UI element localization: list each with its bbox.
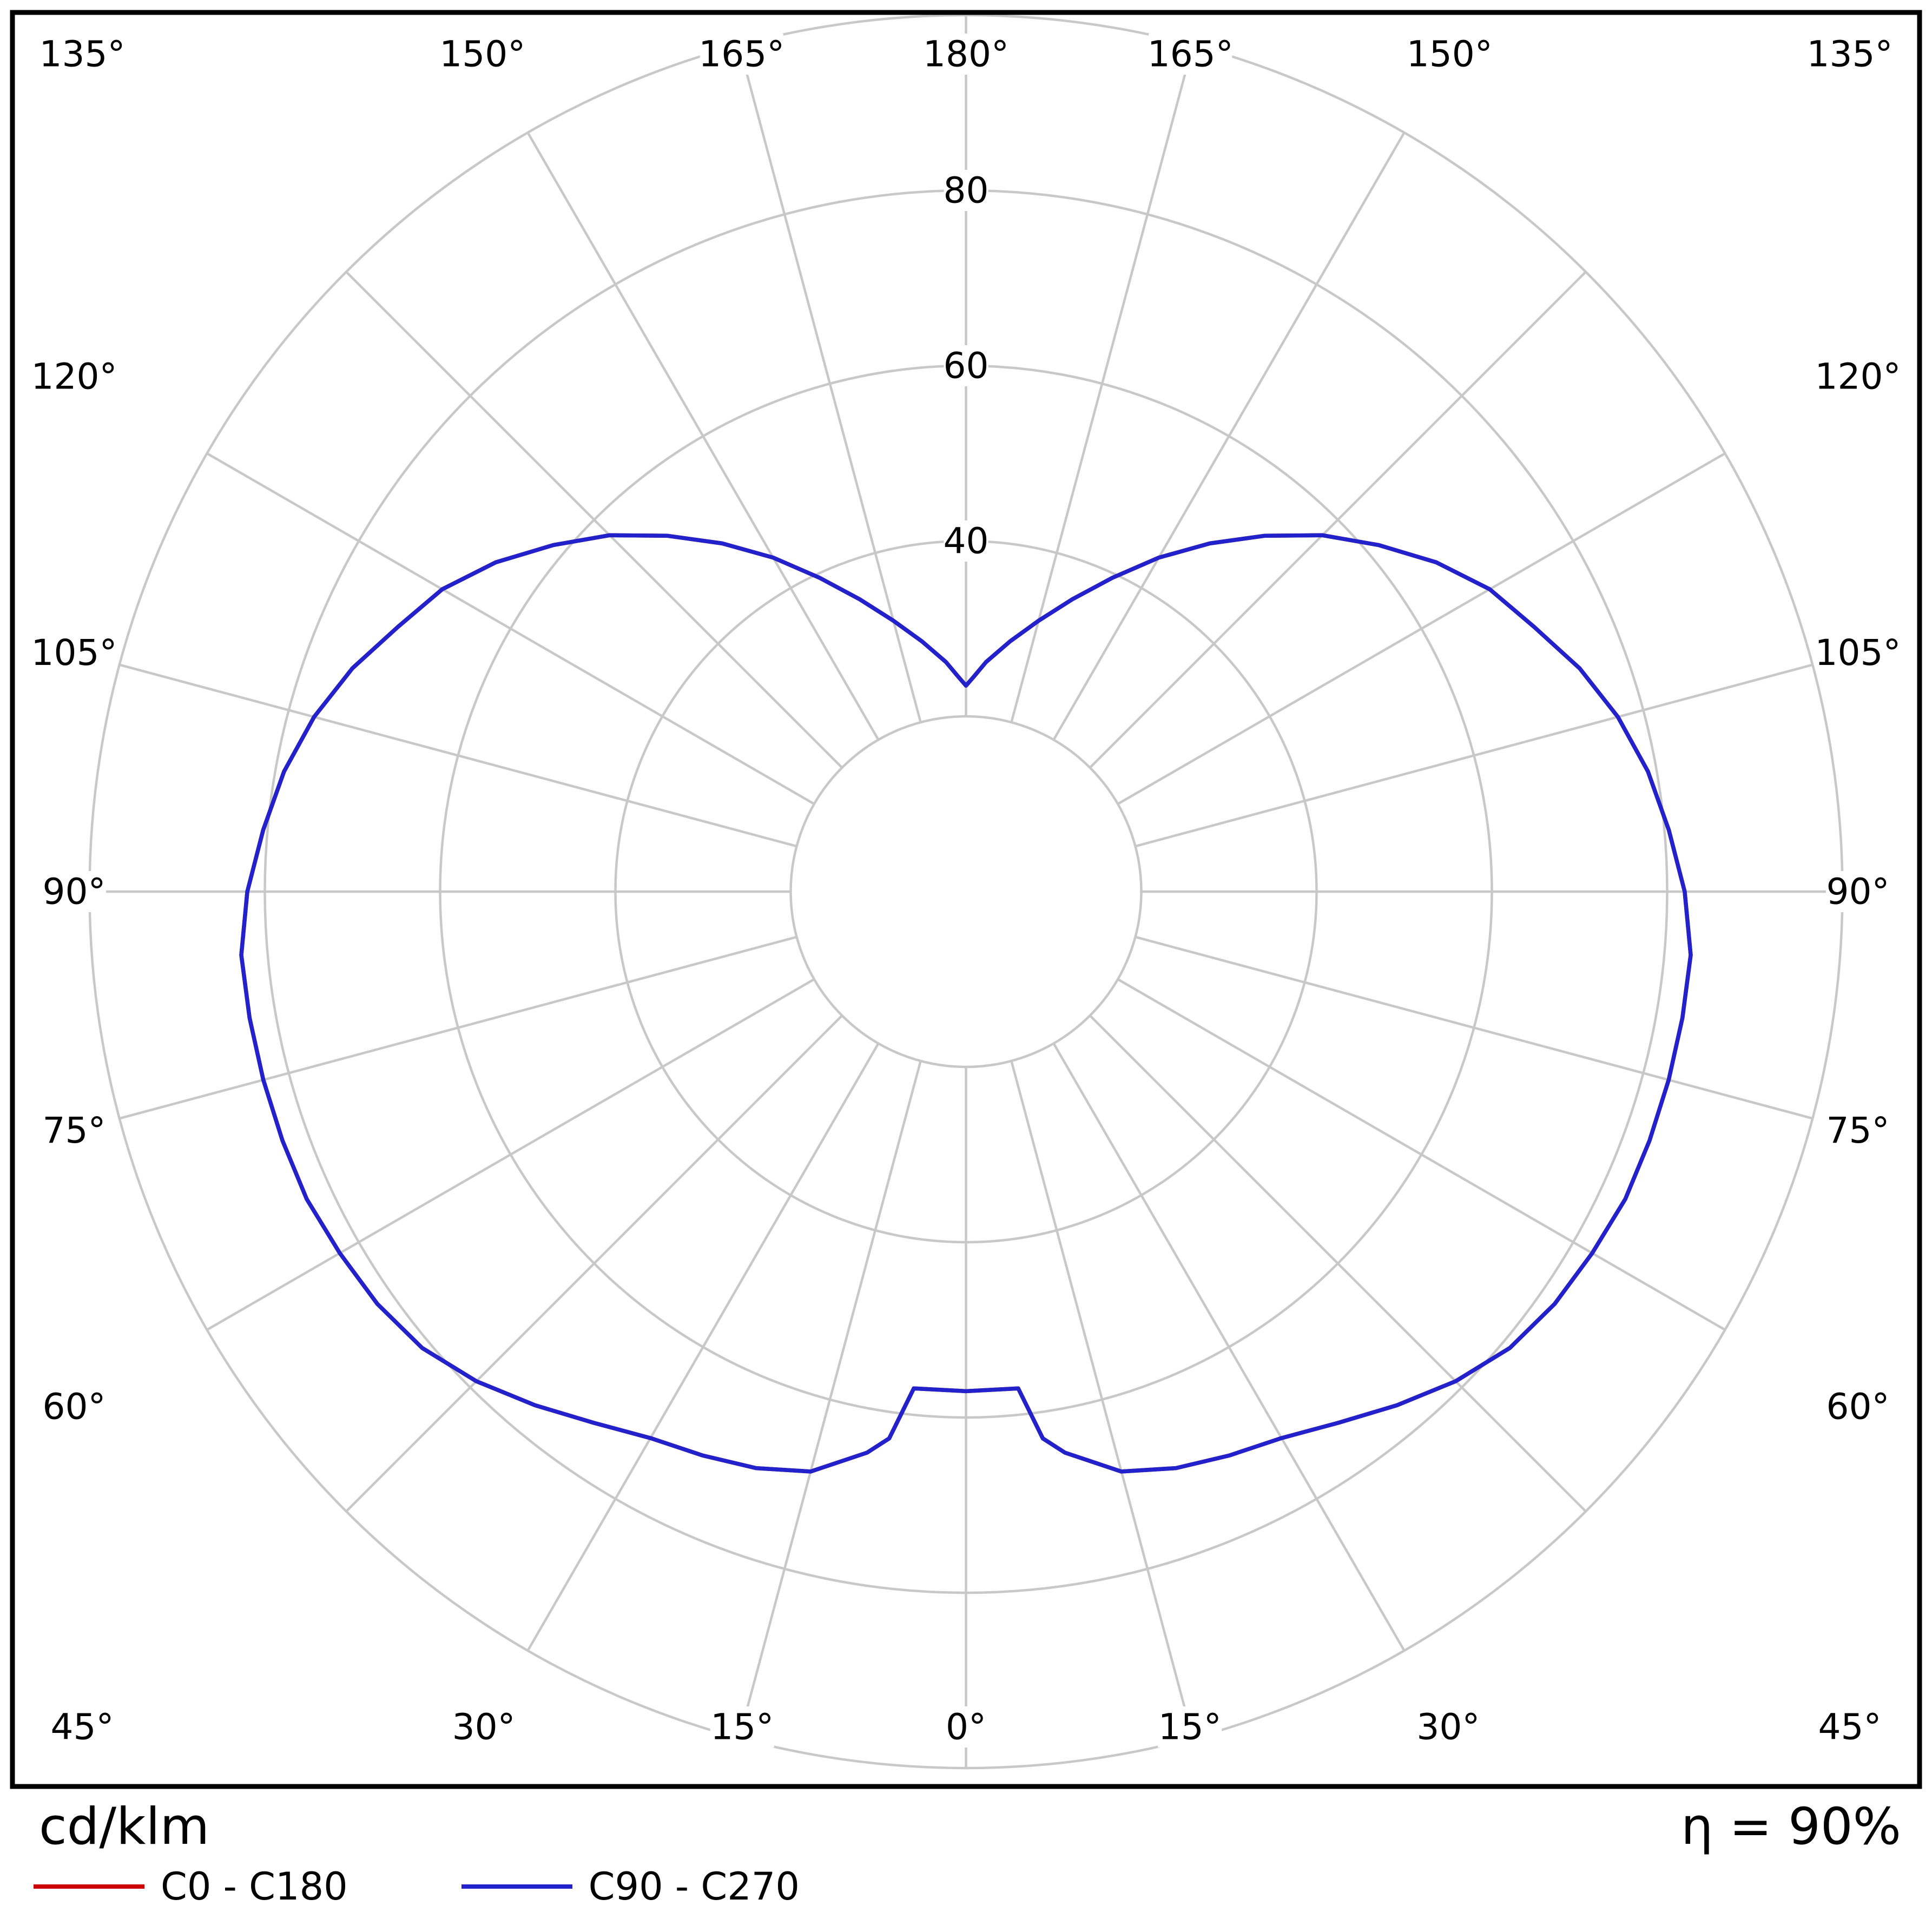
angle-label-right-120: 120° [1815, 356, 1901, 398]
angle-label-left-105-bg [32, 632, 116, 674]
angle-label-right-105-bg [1816, 632, 1900, 674]
grid-spoke-225 [345, 271, 843, 769]
grid-spoke-75 [1135, 935, 1813, 1120]
radial-label-60: 60 [944, 345, 989, 387]
grid-spoke-285 [119, 935, 797, 1120]
angle-label-left-120-bg [32, 356, 116, 398]
grid-spoke-165 [1010, 44, 1194, 723]
curves [239, 533, 1693, 1474]
axis-labels: 40 60 80 0° 15° 15° 30° 30° 45° 45° 60° 60° 75° 75° 90… [31, 34, 1901, 1748]
angle-label-right-120-bg [1816, 356, 1900, 398]
unit-label: cd/klm [39, 1797, 210, 1856]
angle-label-right-135: 135° [1807, 34, 1893, 75]
angle-label-left-120: 120° [31, 356, 117, 398]
angle-label-0-bg [944, 1706, 988, 1748]
angle-label-right-150: 150° [1407, 34, 1493, 75]
angle-label-0: 0° [946, 1706, 986, 1748]
grid-spoke-210 [526, 131, 880, 741]
radial-label-40-bg [944, 520, 988, 562]
angle-label-left-60: 60° [43, 1386, 106, 1427]
angle-label-left-165-bg [700, 34, 783, 75]
curve-C90-C270 [239, 533, 1693, 1474]
grid-spoke-300 [206, 978, 815, 1331]
angle-label-left-150-bg [440, 34, 524, 75]
legend-label-c90: C90 - C270 [588, 1864, 800, 1909]
grid-spoke-150 [1052, 131, 1406, 741]
angle-label-right-30-bg [1416, 1706, 1480, 1748]
angle-label-right-15-bg [1158, 1706, 1222, 1748]
grid-spoke-195 [738, 44, 922, 723]
angle-label-left-135: 135° [39, 34, 126, 75]
radial-label-60-bg [944, 345, 988, 386]
angle-label-left-150: 150° [439, 34, 525, 75]
grid-spoke-315 [345, 1014, 843, 1513]
legend: C0 - C180 C90 - C270 [34, 1868, 800, 1905]
grid-spoke-135 [1089, 271, 1587, 769]
angle-label-right-135-bg [1808, 34, 1891, 75]
grid-spoke-255 [119, 663, 797, 848]
grid-spoke-45 [1089, 1014, 1587, 1513]
grid-spoke-60 [1117, 978, 1726, 1331]
angle-label-left-30: 30° [452, 1706, 516, 1748]
angle-label-left-45: 45° [51, 1706, 114, 1748]
angle-label-right-90: 90° [1827, 871, 1890, 913]
radial-label-80: 80 [944, 170, 989, 212]
grid-spoke-30 [1052, 1043, 1406, 1652]
legend-line-c0-icon [34, 1884, 144, 1889]
angle-label-right-45-bg [1818, 1706, 1882, 1748]
plot-border [10, 10, 1922, 1789]
grid-ring-20 [789, 715, 1143, 1069]
angle-label-left-15-bg [710, 1706, 774, 1748]
angle-label-right-60-bg [1826, 1386, 1890, 1427]
angle-label-left-30-bg [452, 1706, 516, 1748]
angle-label-right-75-bg [1826, 1110, 1890, 1151]
angle-label-left-90-bg [42, 871, 106, 912]
angle-label-180-bg [924, 34, 1008, 75]
angle-label-left-135-bg [41, 34, 124, 75]
angle-label-left-60-bg [42, 1386, 106, 1427]
angle-label-left-15: 15° [710, 1706, 774, 1748]
grid-spoke-330 [526, 1043, 880, 1652]
angle-label-left-75-bg [42, 1110, 106, 1151]
angle-label-left-105: 105° [31, 632, 117, 674]
legend-line-c90-icon [461, 1884, 572, 1889]
angle-label-right-165-bg [1149, 34, 1232, 75]
grid-spoke-105 [1135, 663, 1813, 848]
polar-grid [88, 14, 1844, 1770]
angle-label-right-150-bg [1408, 34, 1492, 75]
angle-label-right-60: 60° [1827, 1386, 1890, 1427]
grid-spoke-120 [1117, 452, 1726, 805]
angle-label-right-90-bg [1826, 871, 1890, 912]
angle-label-right-75: 75° [1827, 1110, 1890, 1151]
angle-label-180: 180° [923, 34, 1009, 75]
legend-label-c0: C0 - C180 [161, 1864, 348, 1909]
angle-label-right-45: 45° [1818, 1706, 1882, 1748]
grid-spoke-15 [1010, 1060, 1194, 1739]
grid-spoke-345 [738, 1060, 922, 1739]
efficiency-label: η = 90% [1680, 1797, 1901, 1856]
grid-spoke-240 [206, 452, 815, 805]
angle-label-right-30: 30° [1416, 1706, 1480, 1748]
angle-label-right-105: 105° [1815, 632, 1901, 674]
angle-label-left-75: 75° [43, 1110, 106, 1151]
angle-label-right-15: 15° [1158, 1706, 1222, 1748]
radial-label-80-bg [944, 170, 988, 211]
radial-label-40: 40 [944, 520, 989, 562]
angle-label-left-45-bg [50, 1706, 114, 1748]
angle-label-left-165: 165° [698, 34, 784, 75]
angle-label-left-90: 90° [43, 871, 106, 913]
angle-label-right-165: 165° [1148, 34, 1234, 75]
